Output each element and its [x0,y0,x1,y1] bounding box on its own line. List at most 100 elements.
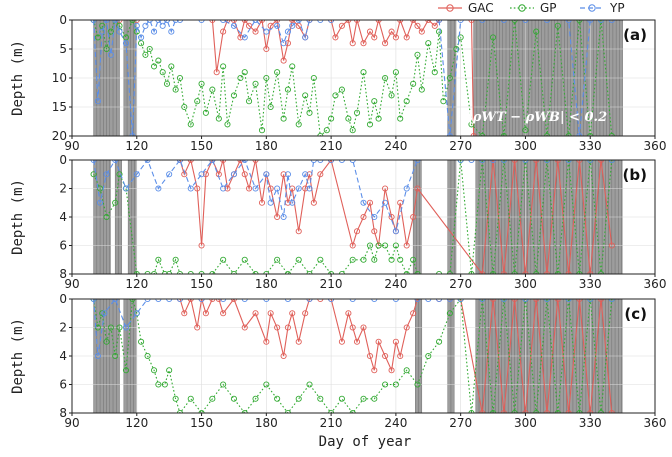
data-point [338,338,345,345]
data-point [90,20,97,24]
data-point [302,171,309,178]
data-point [349,299,356,303]
data-point [414,185,421,192]
data-point [332,92,339,99]
x-tick-label: 180 [255,277,278,291]
panel-b: 90 120 150 180 210 240 270 300 330 360 0 2 4 6 8 Depth … [10,153,666,291]
x-tick-label: 210 [320,139,343,153]
x-tick-label: 300 [514,277,537,291]
data-point [410,213,417,221]
data-point [198,20,205,24]
y-tick-label: 4 [59,210,67,224]
data-point [274,395,281,402]
x-tick-label: 120 [125,277,148,291]
data-point [284,86,291,93]
data-point [371,367,378,374]
data-point [425,20,432,24]
data-point [90,171,97,178]
data-point [457,34,464,41]
data-point [371,299,378,303]
panel-a: 90 120 150 180 210 240 270 300 330 360 0 5 10 15 20 Dep… [10,13,666,153]
data-point [302,310,309,317]
data-point [202,310,209,317]
data-point [94,352,101,360]
data-point [522,20,529,24]
series-gp [90,20,615,136]
data-point [194,324,201,331]
y-tick-label: 10 [52,71,67,85]
data-point [241,171,248,178]
data-point [353,20,361,24]
data-point [397,256,404,263]
data-point [511,299,518,303]
data-point [252,28,259,35]
data-point [306,185,313,192]
data-point [388,213,395,221]
data-point [366,242,374,249]
data-point [263,28,270,35]
x-tick-label: 270 [449,416,472,430]
data-point [176,74,184,82]
data-point [511,20,518,24]
data-point [129,299,136,303]
data-point [371,98,378,105]
data-point [103,20,110,24]
data-point [349,160,356,164]
data-point [142,51,149,58]
data-point [252,80,259,87]
x-tick-label: 270 [449,139,472,153]
data-point [388,256,395,263]
data-point [332,34,339,41]
data-point [338,160,345,164]
data-point [522,299,529,303]
data-point [479,299,486,303]
y-tick-label: 20 [52,129,67,143]
data-point [220,185,227,192]
data-point [274,69,281,76]
data-point [144,299,151,303]
y-tick-label: 5 [59,42,67,56]
data-point [144,352,151,360]
data-point [468,20,475,24]
data-point [360,69,367,76]
data-point [490,34,497,41]
data-point [436,28,443,35]
data-point [328,299,335,303]
data-point [230,299,237,303]
data-point [151,63,158,70]
data-point [533,28,540,35]
data-point [122,367,130,374]
data-point [608,242,615,249]
data-point [280,213,287,221]
data-point [511,160,518,164]
data-point [425,352,432,360]
data-point [554,160,561,164]
data-point [310,74,317,82]
y-tick-label: 15 [52,100,67,114]
data-point [403,242,410,249]
data-point [522,160,529,164]
data-point [353,109,361,116]
data-point [436,338,443,345]
data-point [159,69,166,76]
data-point [166,299,173,303]
data-point [479,20,486,24]
data-point [94,98,101,105]
data-point [163,80,171,87]
data-point [116,22,123,29]
data-point [107,324,114,331]
data-point [284,28,291,35]
data-point [310,160,317,164]
data-point [133,171,140,178]
data-point [224,121,231,128]
data-point [181,310,188,317]
data-point [267,199,274,206]
data-point [431,69,438,76]
threshold-annotation: |ρWT − ρWB| < 0.2 [468,110,607,125]
data-point [246,98,253,105]
data-point [209,299,216,303]
x-tick-label: 210 [320,416,343,430]
legend: GAC GP YP [438,1,625,15]
data-point [237,34,244,41]
